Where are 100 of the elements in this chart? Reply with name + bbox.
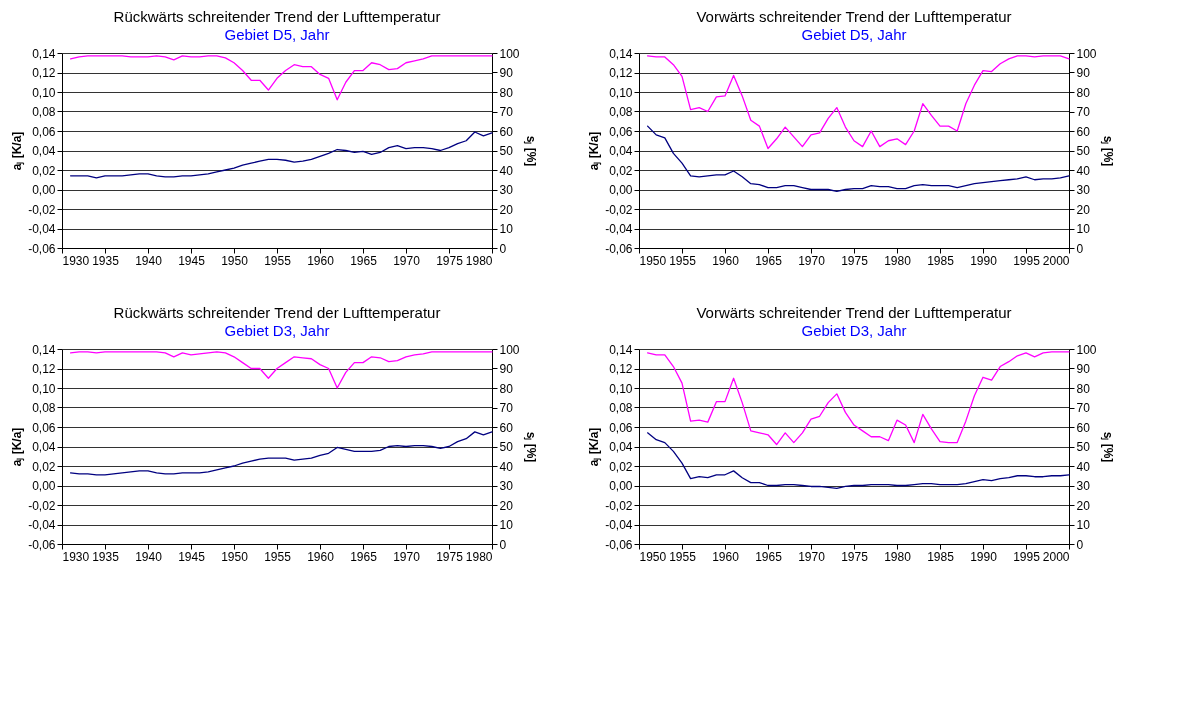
y-axis-title: aⱼ [K/a] <box>587 131 603 171</box>
y2-tick-label: 40 <box>1076 459 1091 474</box>
y-tick-label: 0,02 <box>609 163 633 178</box>
y2-tick-label: 30 <box>1076 479 1091 493</box>
y2-tick-label: 30 <box>499 183 514 197</box>
x-tick-label: 1940 <box>135 549 163 564</box>
y-tick-label: 0,00 <box>609 183 633 197</box>
y-tick-label: 0,04 <box>32 440 56 454</box>
y2-tick-label: 70 <box>499 401 514 415</box>
y-tick-label: 0,14 <box>32 342 56 357</box>
line-series <box>646 351 1070 446</box>
y2-tick-label: 40 <box>499 459 514 474</box>
x-tick-label: 1965 <box>755 549 783 564</box>
x-tick-label: 1935 <box>92 253 120 268</box>
y2-axis-title: sⱼ [%] <box>1099 431 1115 463</box>
x-tick-label: 1955 <box>264 549 292 564</box>
y2-tick-label: 70 <box>1076 401 1091 415</box>
y-tick-label: -0,02 <box>28 202 56 217</box>
y2-tick-label: 0 <box>499 537 507 552</box>
y2-tick-label: 50 <box>1076 440 1091 454</box>
y-tick-label: 0,06 <box>32 124 56 139</box>
y2-tick-label: 10 <box>1076 518 1091 532</box>
x-tick-label: 1985 <box>927 253 955 268</box>
line-series <box>69 55 493 101</box>
y-tick-label: 0,06 <box>609 124 633 139</box>
chart-subtitle: Gebiet D5, Jahr <box>801 26 907 43</box>
x-tick-label: 1960 <box>712 549 740 564</box>
x-tick-label: 1965 <box>755 253 783 268</box>
x-tick-label: 2000 <box>1042 549 1070 564</box>
line-series <box>646 55 1070 150</box>
y-tick-label: 0,04 <box>609 144 633 158</box>
line-series <box>69 431 493 476</box>
y2-tick-label: 90 <box>499 66 514 80</box>
y2-tick-label: 100 <box>1076 342 1097 357</box>
chart-title: Vorwärts schreitender Trend der Lufttemperatur <box>696 8 1012 25</box>
chart-subtitle: Gebiet D3, Jahr <box>224 322 330 339</box>
y-tick-label: 0,08 <box>32 105 56 119</box>
y-tick-label: 0,12 <box>32 66 56 80</box>
y-tick-label: 0,06 <box>32 420 56 435</box>
y2-tick-label: 20 <box>1076 202 1091 217</box>
chart-subtitle: Gebiet D5, Jahr <box>224 26 330 43</box>
y-tick-label: -0,06 <box>605 241 633 256</box>
y2-tick-label: 90 <box>1076 66 1091 80</box>
y2-tick-label: 30 <box>499 479 514 493</box>
y2-tick-label: 20 <box>1076 498 1091 513</box>
y2-tick-label: 10 <box>499 518 514 532</box>
y2-tick-label: 100 <box>1076 46 1097 61</box>
x-tick-label: 1975 <box>436 549 464 564</box>
y-tick-label: 0,02 <box>32 163 56 178</box>
x-tick-label: 1945 <box>178 253 206 268</box>
x-tick-label: 1960 <box>307 253 335 268</box>
x-tick-label: 1950 <box>221 253 249 268</box>
y-axis-title: aⱼ [K/a] <box>587 427 603 467</box>
chart-title: Rückwärts schreitender Trend der Lufttemperatur <box>113 8 441 25</box>
x-tick-label: 1935 <box>92 549 120 564</box>
y-tick-label: 0,12 <box>609 66 633 80</box>
chart-title: Rückwärts schreitender Trend der Lufttemperatur <box>113 304 441 321</box>
y-tick-label: 0,02 <box>609 459 633 474</box>
y-tick-label: 0,14 <box>32 46 56 61</box>
x-tick-label: 1960 <box>307 549 335 564</box>
y2-tick-label: 70 <box>499 105 514 119</box>
x-tick-label: 1930 <box>62 253 90 268</box>
y2-axis-title: sⱼ [%] <box>522 431 538 463</box>
y-tick-label: 0,12 <box>609 362 633 376</box>
y2-tick-label: 50 <box>499 440 514 454</box>
x-tick-label: 1965 <box>350 549 378 564</box>
y-tick-label: 0,10 <box>32 381 56 396</box>
y-tick-label: 0,06 <box>609 420 633 435</box>
x-tick-label: 1975 <box>841 549 869 564</box>
x-tick-label: 1940 <box>135 253 163 268</box>
x-tick-label: 1970 <box>393 549 421 564</box>
y2-tick-label: 90 <box>499 362 514 376</box>
x-tick-label: 1950 <box>639 549 667 564</box>
y2-tick-label: 30 <box>1076 183 1091 197</box>
y2-tick-label: 50 <box>499 144 514 158</box>
x-tick-label: 1995 <box>1013 253 1041 268</box>
y-tick-label: 0,08 <box>609 105 633 119</box>
x-tick-label: 1955 <box>669 253 697 268</box>
x-tick-label: 1980 <box>884 253 912 268</box>
y2-tick-label: 90 <box>1076 362 1091 376</box>
y-tick-label: 0,10 <box>609 381 633 396</box>
y2-tick-label: 0 <box>1076 537 1084 552</box>
y2-tick-label: 20 <box>499 202 514 217</box>
y-tick-label: -0,02 <box>605 202 633 217</box>
x-tick-label: 1960 <box>712 253 740 268</box>
y2-axis-title: sⱼ [%] <box>522 135 538 167</box>
chart-title: Vorwärts schreitender Trend der Lufttemperatur <box>696 304 1012 321</box>
y2-tick-label: 100 <box>499 46 520 61</box>
y2-tick-label: 80 <box>1076 381 1091 396</box>
y2-tick-label: 70 <box>1076 105 1091 119</box>
y-tick-label: -0,06 <box>605 537 633 552</box>
x-tick-label: 1995 <box>1013 549 1041 564</box>
y-tick-label: 0,02 <box>32 459 56 474</box>
y-tick-label: -0,04 <box>605 222 633 236</box>
y-tick-label: -0,06 <box>28 537 56 552</box>
x-tick-label: 1950 <box>221 549 249 564</box>
x-tick-label: 1955 <box>669 549 697 564</box>
y2-tick-label: 0 <box>499 241 507 256</box>
y-tick-label: 0,12 <box>32 362 56 376</box>
x-tick-label: 1945 <box>178 549 206 564</box>
